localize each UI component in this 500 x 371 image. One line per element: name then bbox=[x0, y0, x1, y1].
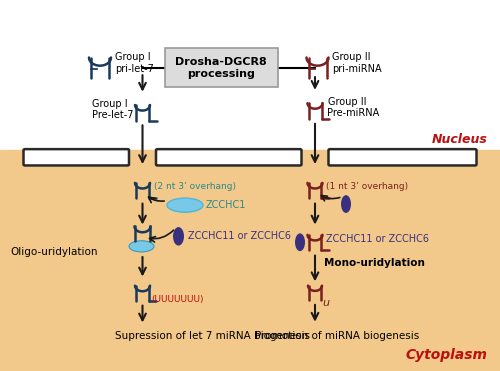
Text: (2 nt 3’ overhang): (2 nt 3’ overhang) bbox=[154, 182, 236, 191]
Text: Drosha-DGCR8
processing: Drosha-DGCR8 processing bbox=[176, 57, 267, 79]
Ellipse shape bbox=[341, 195, 351, 213]
Text: ZCCHC1: ZCCHC1 bbox=[206, 200, 246, 210]
Text: Nucleus: Nucleus bbox=[432, 133, 488, 146]
Text: (1 nt 3’ overhang): (1 nt 3’ overhang) bbox=[326, 182, 408, 191]
Ellipse shape bbox=[173, 227, 184, 246]
Ellipse shape bbox=[167, 198, 203, 212]
Text: Group II
pri-miRNA: Group II pri-miRNA bbox=[332, 52, 382, 74]
Text: Group I
pri-let-7: Group I pri-let-7 bbox=[115, 52, 154, 74]
Text: (UUUUUUU): (UUUUUUU) bbox=[152, 295, 204, 303]
FancyBboxPatch shape bbox=[328, 149, 476, 165]
Text: ZCCHC11 or ZCCHC6: ZCCHC11 or ZCCHC6 bbox=[326, 234, 429, 244]
Text: ZCCHC11 or ZCCHC6: ZCCHC11 or ZCCHC6 bbox=[188, 232, 290, 241]
Text: Promotion of miRNA biogenesis: Promotion of miRNA biogenesis bbox=[255, 331, 419, 341]
FancyBboxPatch shape bbox=[156, 149, 302, 165]
Ellipse shape bbox=[295, 233, 305, 251]
FancyBboxPatch shape bbox=[165, 48, 278, 87]
Ellipse shape bbox=[129, 241, 154, 252]
Text: Oligo-uridylation: Oligo-uridylation bbox=[10, 247, 98, 257]
Text: Mono-uridylation: Mono-uridylation bbox=[324, 259, 425, 268]
Text: Group II
Pre-miRNA: Group II Pre-miRNA bbox=[328, 97, 380, 118]
Bar bbox=[0, 150, 500, 371]
FancyBboxPatch shape bbox=[24, 149, 129, 165]
Text: Cytoplasm: Cytoplasm bbox=[406, 348, 487, 362]
Text: Group I
Pre-let-7: Group I Pre-let-7 bbox=[92, 99, 134, 120]
Text: Supression of let 7 miRNA biogenesis: Supression of let 7 miRNA biogenesis bbox=[115, 331, 310, 341]
Text: u: u bbox=[322, 298, 329, 308]
